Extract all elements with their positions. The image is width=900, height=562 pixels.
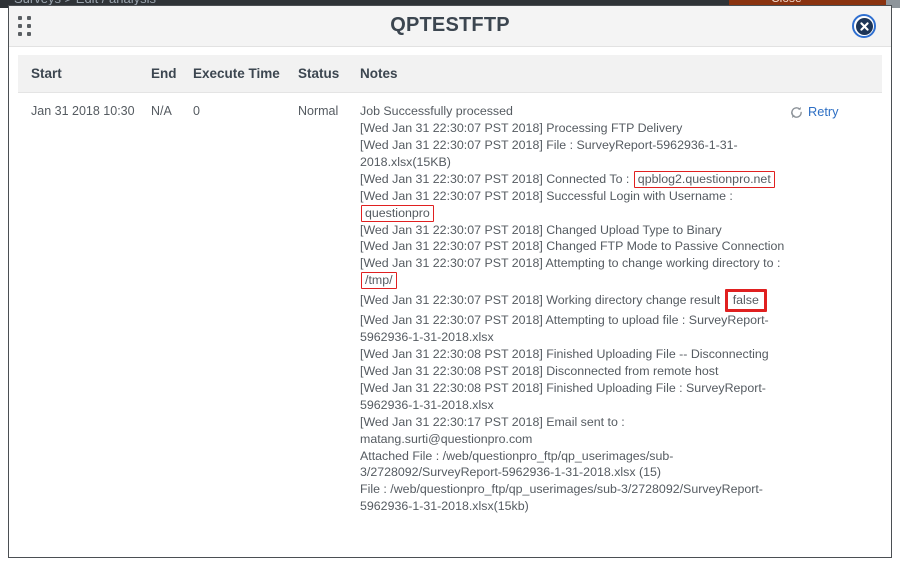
drag-dot [27,24,31,28]
column-header-status[interactable]: Status [298,55,360,93]
drag-handle-icon[interactable] [18,16,32,37]
note-line: [Wed Jan 31 22:30:07 PST 2018] Working d… [360,289,786,313]
table-row: Jan 31 2018 10:30 N/A 0 Normal Job Succe… [18,93,882,526]
notes-log: Job Successfully processed [Wed Jan 31 22… [360,103,786,515]
cell-notes: Job Successfully processed [Wed Jan 31 22… [360,93,790,526]
background-action-button[interactable] [729,0,886,8]
table-header: Start End Execute Time Status Notes [18,55,882,93]
retry-button[interactable]: Retry [790,103,839,121]
drag-dot [18,32,22,36]
modal-body: Start End Execute Time Status Notes Jan … [9,47,891,557]
close-icon [855,17,873,35]
note-line: [Wed Jan 31 22:30:07 PST 2018] Processin… [360,120,683,135]
note-line: [Wed Jan 31 22:30:07 PST 2018] File : Su… [360,137,738,169]
cell-start: Jan 31 2018 10:30 [31,104,135,118]
modal-title: QPTESTFTP [390,14,510,36]
column-header-action [790,55,882,93]
close-button[interactable] [852,14,876,38]
cell-end: N/A [151,104,172,118]
note-line: Attached File : /web/questionpro_ftp/qp_… [360,448,674,480]
drag-dot [27,16,31,20]
job-history-table: Start End Execute Time Status Notes Jan … [18,55,882,525]
note-highlight: /tmp/ [361,272,397,290]
cell-status: Normal [298,104,339,118]
column-header-start[interactable]: Start [18,55,151,93]
note-line: [Wed Jan 31 22:30:07 PST 2018] Changed U… [360,222,722,237]
retry-label: Retry [808,104,839,119]
cell-action: Retry [790,93,882,526]
note-line: Job Successfully processed [360,104,513,118]
drag-dot [27,32,31,36]
background-toolbar-tail [886,0,900,8]
drag-dot [18,16,22,20]
note-line: [Wed Jan 31 22:30:08 PST 2018] Finished … [360,380,766,412]
note-line: [Wed Jan 31 22:30:07 PST 2018] Changed F… [360,239,785,254]
column-header-end[interactable]: End [151,55,193,93]
note-line: [Wed Jan 31 22:30:08 PST 2018] Disconnec… [360,363,719,378]
note-highlight: qpblog2.questionpro.net [633,170,775,188]
modal-header: QPTESTFTP [9,6,891,47]
note-highlight: questionpro [361,204,434,222]
background-action-label: Close [771,0,802,5]
note-line: [Wed Jan 31 22:30:07 PST 2018] Attemptin… [360,256,781,290]
table-header-row: Start End Execute Time Status Notes [18,55,882,93]
column-header-execute-time[interactable]: Execute Time [193,55,298,93]
drag-dot [18,24,22,28]
table-body: Jan 31 2018 10:30 N/A 0 Normal Job Succe… [18,93,882,526]
column-header-notes[interactable]: Notes [360,55,790,93]
refresh-icon [790,106,803,119]
background-top-bar: Surveys > Edit / analysis Close [0,0,900,8]
note-line: [Wed Jan 31 22:30:07 PST 2018] Connected… [360,170,786,188]
note-line: [Wed Jan 31 22:30:08 PST 2018] Finished … [360,347,769,362]
note-line: [Wed Jan 31 22:30:07 PST 2018] Successfu… [360,188,733,222]
note-line: File : /web/questionpro_ftp/qp_userimage… [360,482,763,514]
note-line: [Wed Jan 31 22:30:17 PST 2018] Email sen… [360,414,625,446]
cell-execute-time: 0 [193,104,200,118]
note-highlight: false [724,289,767,313]
note-line: [Wed Jan 31 22:30:07 PST 2018] Attemptin… [360,313,769,345]
ftp-job-history-modal: QPTESTFTP Start End Execute Time Status [8,5,892,558]
breadcrumb: Surveys > Edit / analysis [14,0,156,6]
